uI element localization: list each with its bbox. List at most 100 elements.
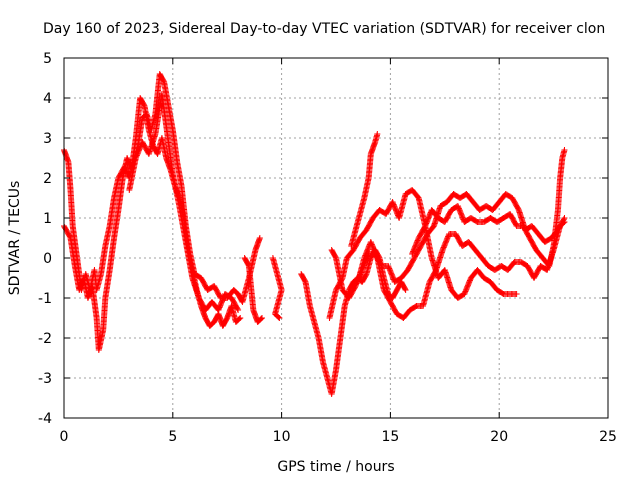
data-point	[467, 215, 474, 221]
data-point	[259, 315, 266, 321]
data-point	[302, 279, 309, 285]
data-point	[137, 95, 144, 101]
data-point	[483, 203, 490, 209]
x-tick-label: 0	[60, 429, 69, 445]
data-point	[343, 255, 350, 261]
data-point	[385, 263, 392, 269]
data-point	[148, 127, 155, 133]
data-point	[356, 235, 363, 241]
data-point	[237, 315, 244, 321]
data-point	[533, 247, 540, 253]
axis-ticks	[63, 57, 609, 419]
data-point	[95, 347, 102, 353]
data-point	[507, 291, 514, 297]
data-point	[328, 247, 335, 253]
data-point	[380, 287, 387, 293]
data-point	[539, 255, 546, 261]
data-point	[337, 335, 344, 341]
y-tick-label: -2	[38, 331, 52, 347]
data-point	[352, 283, 359, 289]
data-point	[97, 271, 104, 277]
data-point	[333, 255, 339, 261]
data-point	[398, 275, 405, 281]
data-point	[124, 155, 131, 161]
data-point	[457, 195, 464, 201]
data-point	[369, 215, 376, 221]
data-point	[272, 311, 279, 317]
data-point	[511, 259, 518, 265]
data-point	[115, 175, 122, 181]
data-point	[195, 295, 202, 301]
data-point	[480, 219, 487, 225]
series-trail	[242, 256, 265, 325]
data-point	[557, 223, 564, 229]
data-point	[363, 227, 370, 233]
plot-frame	[63, 57, 609, 419]
data-point	[106, 223, 113, 229]
data-point	[491, 267, 498, 273]
data-point	[224, 315, 231, 321]
data-point	[163, 123, 170, 129]
data-point	[535, 231, 542, 237]
data-point	[211, 283, 218, 289]
data-point	[274, 271, 281, 277]
data-point	[74, 255, 81, 261]
data-point	[239, 299, 246, 305]
data-point	[433, 267, 440, 273]
data-point	[415, 195, 422, 201]
data-point	[472, 247, 479, 253]
series-trail	[329, 191, 567, 300]
data-point	[365, 175, 372, 181]
data-point	[126, 187, 133, 193]
data-point	[463, 191, 470, 197]
data-point	[426, 279, 433, 285]
data-point	[324, 375, 331, 381]
data-point	[228, 295, 235, 301]
data-point	[121, 163, 128, 169]
data-point	[415, 235, 422, 241]
y-tick-label: 3	[43, 131, 52, 147]
y-tick-label: 0	[43, 251, 52, 267]
data-point	[409, 187, 416, 193]
x-tick-label: 25	[599, 429, 617, 445]
data-point	[485, 263, 492, 269]
data-point	[354, 279, 361, 285]
data-point	[487, 215, 494, 221]
y-axis-label: SDTVAR / TECUs	[7, 181, 23, 296]
data-point	[480, 275, 487, 281]
y-tick-label: 5	[43, 51, 52, 67]
data-point	[531, 275, 538, 281]
data-point	[383, 211, 390, 217]
x-tick-label: 20	[490, 429, 508, 445]
data-point	[487, 279, 494, 285]
data-point	[156, 71, 163, 77]
data-point	[441, 219, 448, 225]
data-point	[557, 175, 564, 181]
data-point	[476, 207, 483, 213]
data-point	[500, 215, 507, 221]
data-point	[478, 255, 485, 261]
data-point	[428, 207, 435, 213]
data-point	[465, 239, 472, 245]
data-point	[361, 255, 368, 261]
data-point	[404, 267, 411, 273]
data-point	[411, 255, 418, 261]
data-point	[489, 207, 496, 213]
data-point	[84, 295, 91, 301]
data-point	[513, 291, 520, 297]
data-point	[306, 303, 313, 309]
data-point	[333, 367, 339, 373]
data-point	[174, 159, 181, 165]
data-point	[219, 323, 226, 329]
data-point	[202, 307, 209, 313]
data-point	[245, 263, 252, 269]
data-point	[254, 319, 261, 325]
data-point	[152, 131, 159, 137]
data-point	[561, 147, 568, 153]
data-point	[93, 315, 100, 321]
data-point	[132, 155, 139, 161]
x-axis-label: GPS time / hours	[277, 459, 394, 475]
chart-title: Day 160 of 2023, Sidereal Day-to-day VTE…	[43, 21, 605, 37]
data-point	[256, 235, 263, 241]
data-point	[417, 243, 424, 249]
